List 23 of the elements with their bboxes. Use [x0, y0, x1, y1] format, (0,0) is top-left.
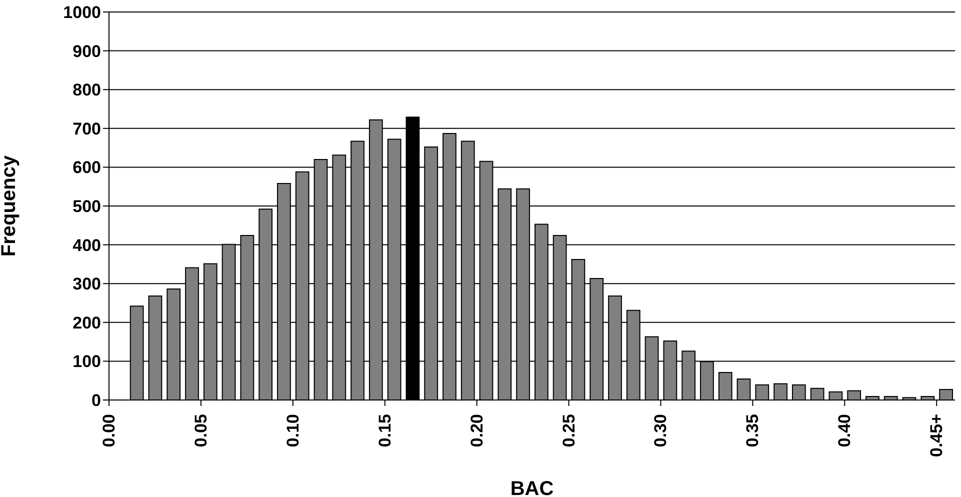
y-axis-title: Frequency	[0, 154, 20, 257]
x-tick-label: 0.00	[100, 414, 118, 448]
x-tick-label: 0.30	[651, 414, 670, 448]
y-tick-label: 700	[72, 119, 101, 138]
x-tick-label: 0.25	[559, 414, 578, 448]
y-tick-label: 900	[72, 42, 101, 61]
y-tick-label: 400	[72, 236, 101, 255]
x-tick-label: 0.15	[375, 414, 394, 448]
x-tick-label: 0.20	[467, 414, 486, 448]
y-tick-label: 600	[72, 158, 101, 178]
y-tick-label: 200	[72, 313, 101, 332]
y-tick-label: 100	[72, 352, 101, 372]
x-tick-label: 0.10	[283, 414, 302, 448]
y-tick-label: 0	[92, 391, 101, 410]
y-tick-label: 1000	[63, 3, 101, 22]
y-tick-label: 500	[72, 197, 101, 216]
x-tick-label: 0.05	[191, 414, 210, 448]
x-tick-label: 0.40	[835, 414, 854, 448]
x-tick-label: 0.35	[743, 414, 762, 448]
x-tick-label: 0.45+	[927, 414, 946, 458]
y-tick-label: 300	[72, 274, 101, 294]
y-tick-label: 800	[72, 80, 101, 100]
x-axis-title: BAC	[510, 478, 554, 497]
